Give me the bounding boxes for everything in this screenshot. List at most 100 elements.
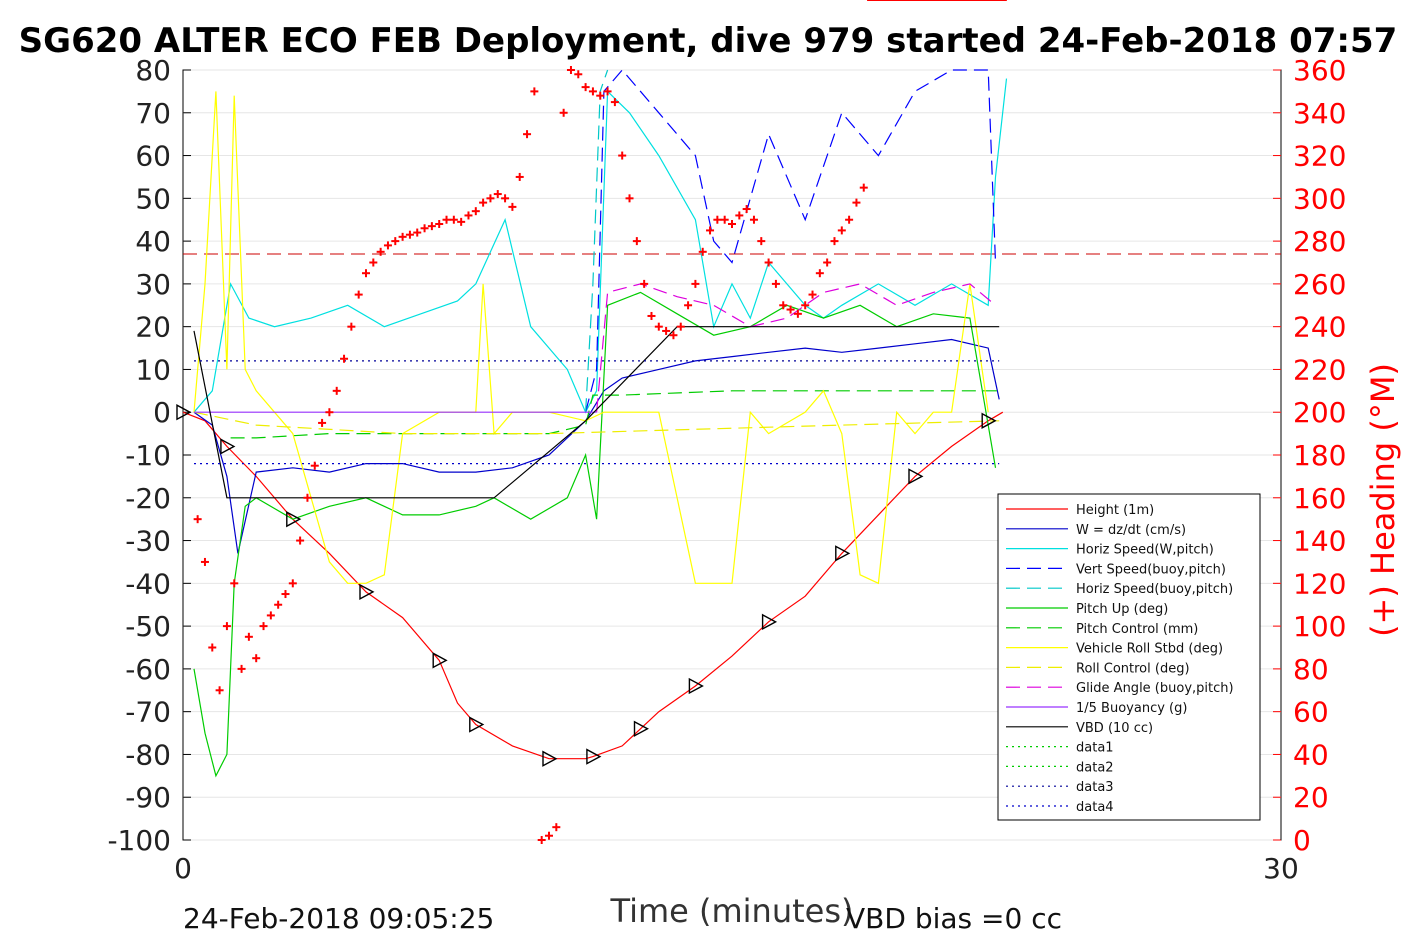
y-tick-label: 60	[135, 140, 171, 173]
y-right-tick-label: 40	[1293, 738, 1329, 771]
heading-points	[193, 0, 1007, 844]
heading-point	[647, 311, 656, 320]
heading-point	[559, 108, 568, 117]
heading-point	[237, 664, 246, 673]
heading-point	[801, 301, 810, 310]
heading-point	[435, 220, 444, 228]
footer-timestamp: 24-Feb-2018 09:05:25	[183, 902, 494, 935]
heading-point	[457, 217, 466, 226]
heading-point	[325, 408, 334, 417]
legend-item: data4	[1006, 800, 1114, 815]
y-tick-label: 30	[135, 268, 171, 301]
heading-point	[662, 326, 671, 335]
series-roll-control-deg	[193, 411, 1000, 435]
heading-point	[303, 493, 312, 502]
legend-item: Vehicle Roll Stbd (deg)	[1006, 642, 1223, 657]
heading-point	[786, 305, 795, 314]
legend-label: data4	[1076, 800, 1114, 815]
legend-item: W = dz/dt (cm/s)	[1006, 523, 1186, 538]
heading-point	[413, 228, 422, 237]
series-horiz-speed-buoy-pitch	[585, 69, 609, 413]
x-tick-label: 30	[1263, 852, 1299, 885]
chart-title: SG620 ALTER ECO FEB Deployment, dive 979…	[19, 21, 1398, 61]
heading-point	[823, 258, 832, 267]
legend-item: Roll Control (deg)	[1006, 661, 1190, 676]
height-marker	[633, 720, 649, 737]
legend-item: Horiz Speed(buoy,pitch)	[1006, 582, 1233, 597]
y-tick-label: 20	[135, 311, 171, 344]
height-marker	[688, 677, 704, 695]
heading-point	[274, 600, 283, 609]
y-tick-label: 10	[135, 353, 171, 386]
heading-point	[288, 579, 297, 588]
heading-point	[764, 258, 773, 267]
legend-item: Pitch Control (mm)	[1006, 622, 1198, 637]
height-marker	[359, 583, 375, 601]
heading-point	[625, 194, 634, 203]
legend-item: Height (1m)	[1006, 503, 1154, 518]
heading-point	[735, 211, 744, 220]
legend-label: Vehicle Roll Stbd (deg)	[1076, 642, 1223, 657]
height-marker	[469, 716, 485, 733]
y-right-tick-label: 0	[1293, 824, 1311, 857]
heading-point	[669, 331, 678, 340]
heading-point	[728, 220, 736, 228]
legend-label: data2	[1076, 760, 1114, 775]
heading-point	[684, 301, 693, 310]
legend-label: Roll Control (deg)	[1076, 661, 1190, 676]
legend-item: VBD (10 cc)	[1006, 721, 1153, 736]
y-right-tick-label: 180	[1293, 439, 1346, 472]
heading-point	[713, 215, 722, 224]
heading-point	[420, 224, 429, 233]
heading-point	[603, 87, 612, 96]
y-tick-label: -60	[125, 653, 171, 686]
y-axis-right-label: (+) Heading (°M)	[1364, 363, 1402, 637]
height-marker	[835, 545, 851, 562]
heading-point	[501, 194, 510, 203]
heading-point	[815, 269, 824, 278]
heading-point	[449, 215, 458, 224]
y-right-tick-label: 160	[1293, 482, 1346, 515]
y-right-tick-label: 100	[1293, 610, 1346, 643]
legend-item: 1/5 Buoyancy (g)	[1006, 701, 1187, 716]
series-height-1m	[182, 411, 1004, 760]
legend-label: W = dz/dt (cm/s)	[1076, 523, 1186, 538]
heading-point	[244, 632, 253, 641]
legend: Height (1m) W = dz/dt (cm/s) Horiz Speed(W…	[997, 493, 1261, 821]
heading-point	[845, 215, 854, 224]
heading-point	[691, 279, 700, 288]
y-axis-right-ticks: 3603403203002802602402202001801601401201…	[1273, 54, 1346, 857]
heading-point	[808, 290, 817, 299]
legend-label: data3	[1076, 780, 1114, 795]
heading-point	[720, 215, 729, 224]
heading-point	[852, 198, 861, 207]
heading-point	[757, 237, 766, 246]
heading-point	[545, 831, 553, 840]
height-marker	[761, 613, 778, 631]
heading-point	[222, 622, 231, 631]
y-tick-label: -20	[125, 482, 171, 515]
heading-point	[698, 247, 707, 256]
height-marker	[981, 412, 997, 429]
heading-point	[376, 247, 385, 256]
heading-point	[296, 536, 305, 545]
heading-point	[340, 354, 349, 363]
y-right-tick-label: 340	[1293, 97, 1346, 130]
legend-label: Vert Speed(buoy,pitch)	[1076, 562, 1226, 577]
y-right-tick-label: 240	[1293, 311, 1346, 344]
heading-point	[354, 290, 363, 299]
heading-point	[427, 222, 436, 231]
heading-point	[230, 579, 239, 588]
y-tick-label: -100	[107, 824, 171, 857]
heading-point	[566, 66, 575, 74]
y-tick-label: 40	[135, 225, 171, 258]
heading-point	[610, 98, 619, 107]
heading-point	[471, 207, 480, 216]
heading-point	[640, 279, 649, 288]
heading-point	[215, 686, 224, 695]
y-right-tick-label: 20	[1293, 781, 1329, 814]
y-tick-label: -70	[125, 696, 171, 729]
legend-label: Pitch Control (mm)	[1076, 622, 1198, 637]
heading-point	[515, 172, 524, 181]
